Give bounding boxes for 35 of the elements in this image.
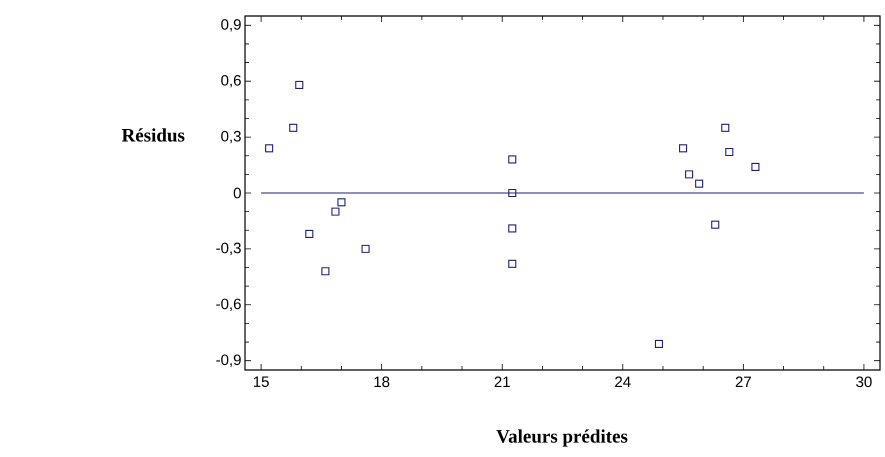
y-tick-label: 0,6: [221, 75, 241, 88]
point: [289, 124, 298, 132]
y-tick-label: -0,3: [216, 242, 241, 256]
point: [295, 80, 304, 89]
y-tick-label: 0,3: [221, 130, 241, 144]
point: [321, 267, 330, 276]
x-tick-label: 27: [736, 376, 751, 387]
point: [331, 208, 340, 216]
point: [508, 224, 516, 232]
y-axis-title: Résidus: [122, 128, 184, 142]
point: [305, 230, 314, 238]
y-tick-label: 0,9: [221, 19, 241, 32]
x-tick-label: 21: [494, 376, 510, 387]
point: [695, 180, 704, 188]
point: [721, 124, 730, 132]
x-axis-title: Valeurs prédites: [496, 429, 628, 447]
point: [679, 144, 688, 152]
x-tick-label: 30: [856, 376, 872, 388]
x-tick-label: 15: [254, 376, 269, 387]
y-tick-label: -0,6: [216, 298, 241, 311]
point: [508, 260, 516, 268]
point: [751, 162, 760, 171]
y-tick-label: 0: [234, 188, 241, 198]
point: [362, 244, 370, 253]
x-tick-label: 24: [615, 376, 631, 387]
point: [337, 198, 346, 206]
point: [265, 144, 274, 152]
point: [711, 220, 720, 229]
point: [508, 188, 516, 198]
y-tick-label: -0,9: [216, 354, 241, 367]
x-tick-label: 18: [374, 376, 390, 388]
point: [508, 155, 516, 164]
point: [685, 170, 694, 178]
point: [654, 340, 664, 348]
point: [725, 148, 734, 156]
